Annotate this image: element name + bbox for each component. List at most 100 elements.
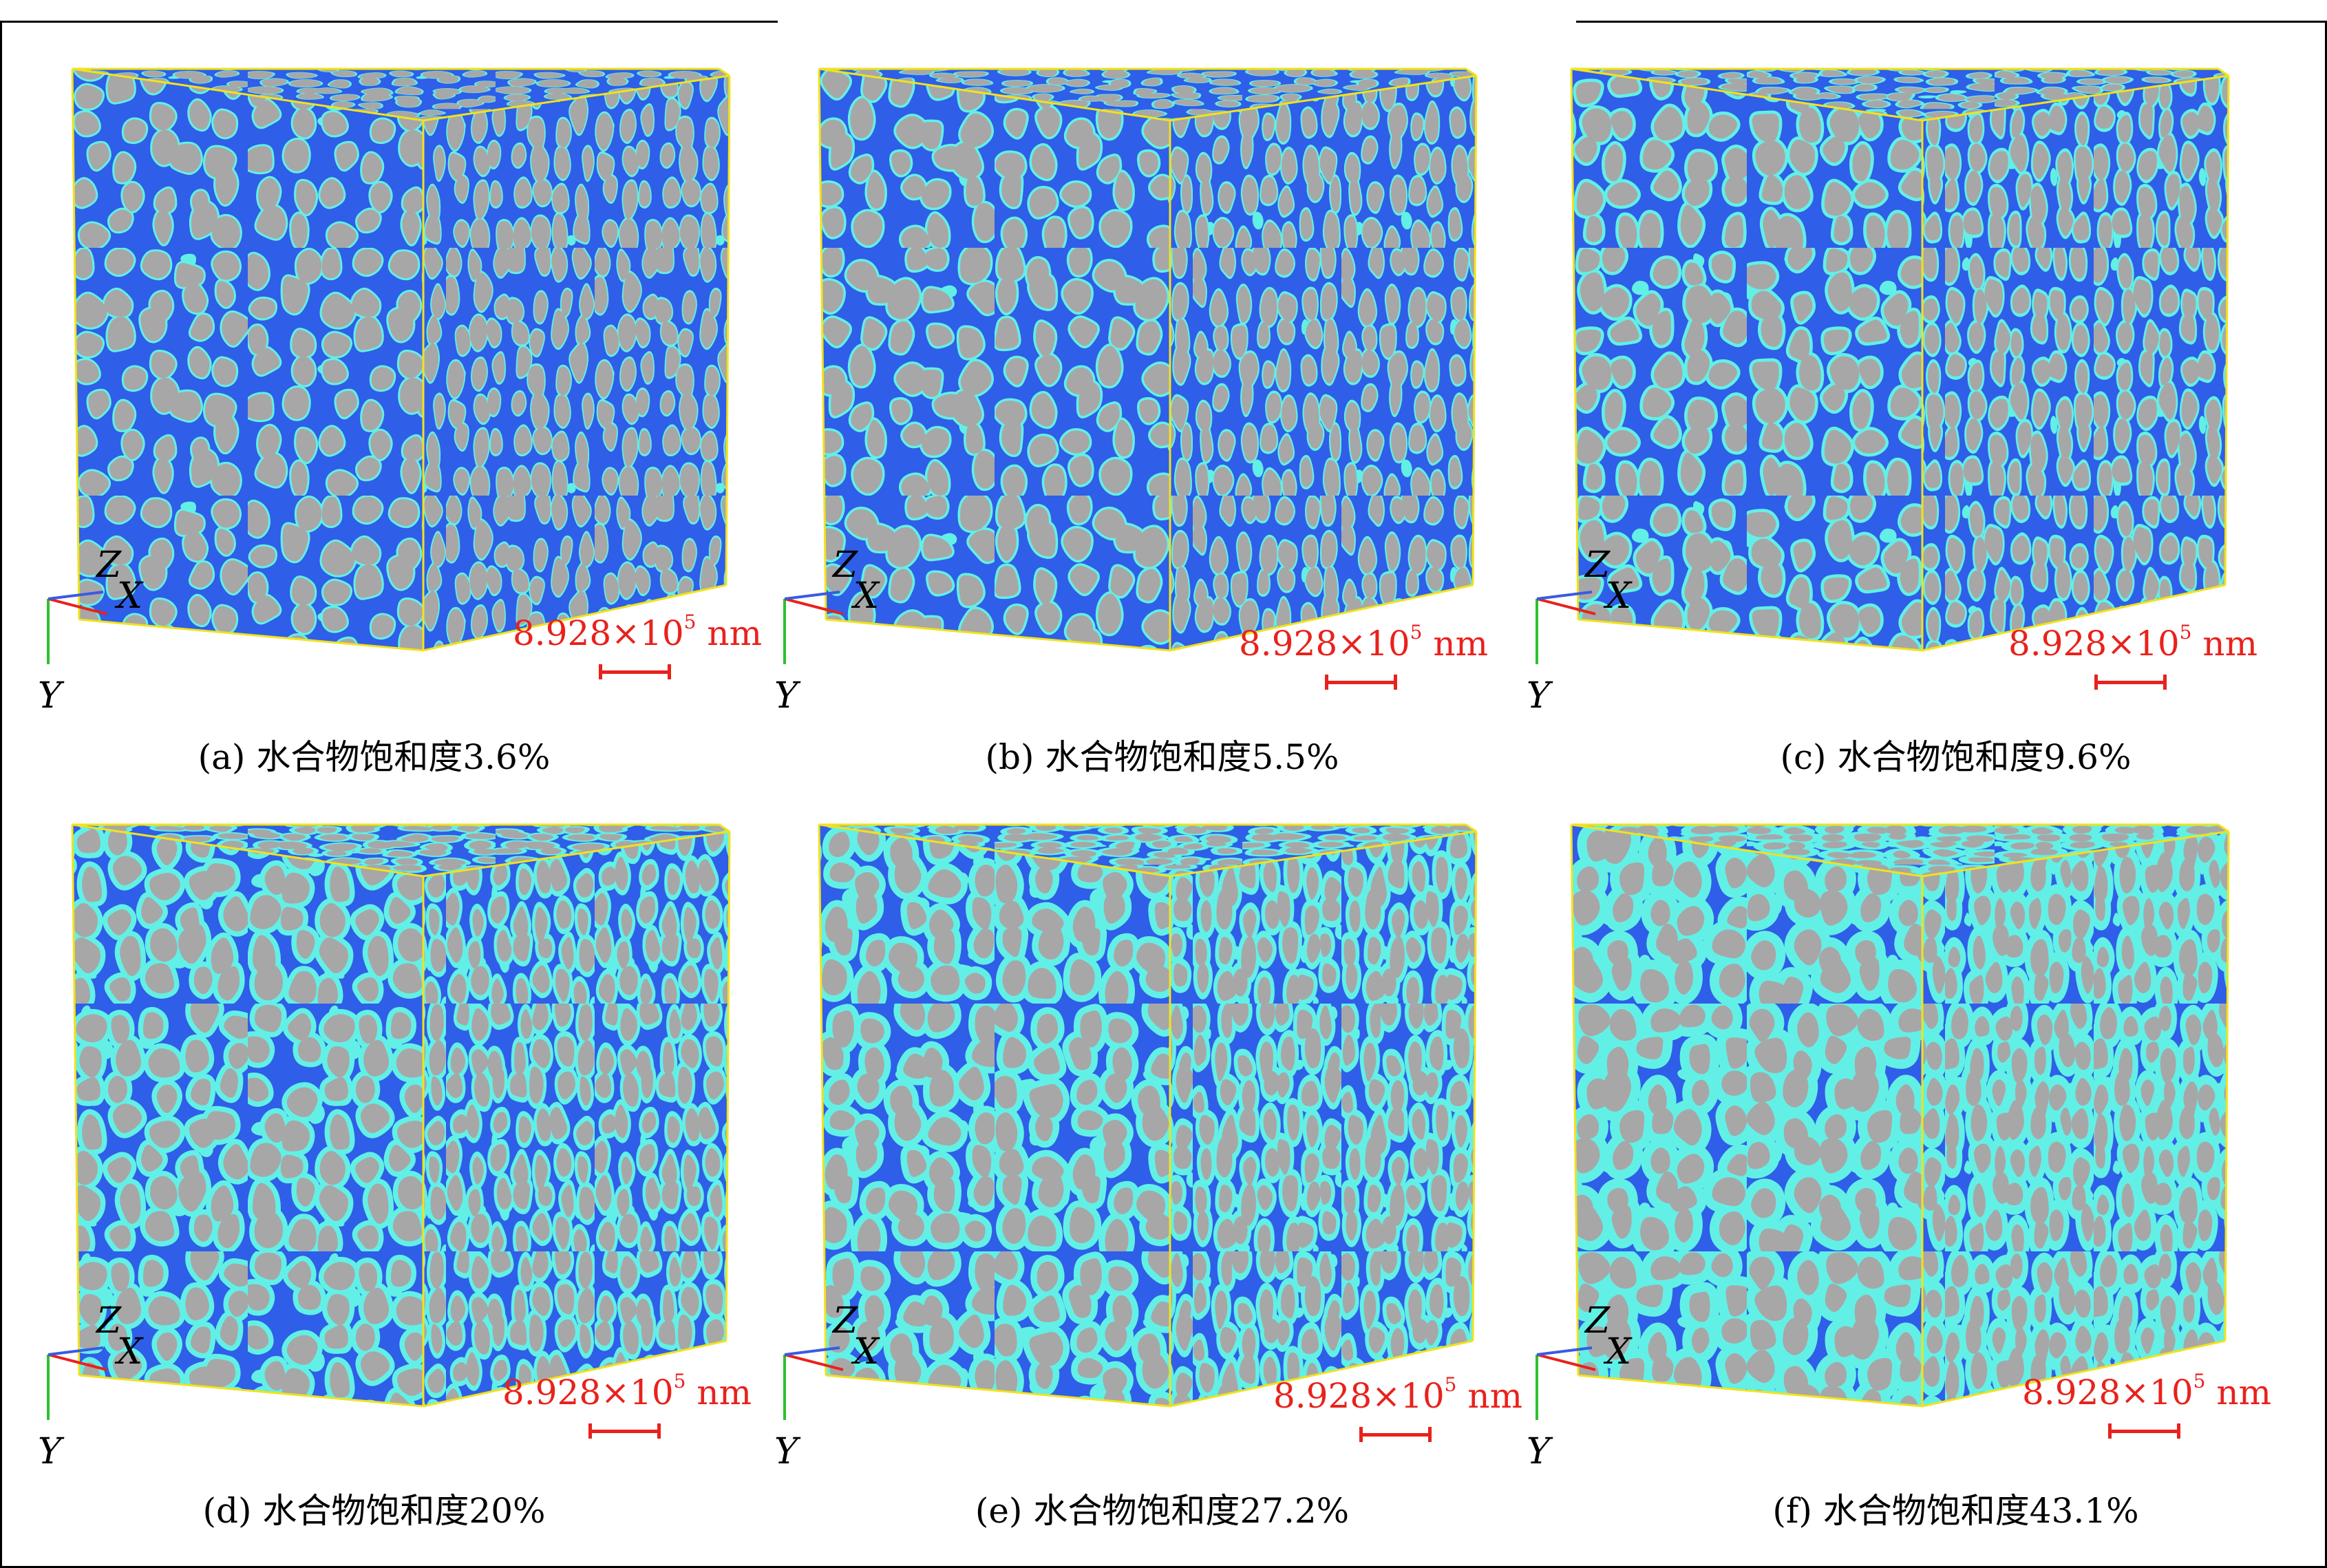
panel-label: (d) — [202, 1491, 252, 1531]
panel-caption: (d) 水合物饱和度20% — [0, 1494, 762, 1528]
scale-bar — [1359, 1427, 1432, 1442]
frame-top-left-line — [0, 21, 778, 23]
cube-right-face — [1922, 76, 2229, 650]
x-axis-line — [1536, 1353, 1596, 1371]
axis-z-label: Z — [833, 544, 858, 586]
axis-y-label: Y — [1527, 675, 1551, 717]
z-axis-line — [47, 1346, 104, 1356]
x-axis-line — [784, 1353, 844, 1371]
axis-z-label: Z — [96, 544, 122, 586]
scale-label: 8.928×105 nm — [1273, 1375, 1523, 1416]
panel-caption-text: 水合物饱和度9.6% — [1837, 737, 2132, 777]
cube-right-face — [1170, 76, 1476, 650]
porous-media-cube — [1570, 823, 2230, 1408]
cube-front-face — [1571, 825, 1922, 1406]
axis-z-label: Z — [833, 1300, 858, 1342]
axis-x-label: X — [117, 575, 143, 617]
axis-z-label: Z — [1585, 544, 1611, 586]
z-axis-line — [784, 1346, 840, 1356]
z-axis-line — [1536, 591, 1593, 600]
porous-media-cube — [1570, 67, 2230, 652]
scale-unit: nm — [2205, 1373, 2272, 1412]
axis-z-label: Z — [1585, 1300, 1611, 1342]
scale-unit: nm — [696, 613, 763, 653]
scale-exponent: 5 — [2179, 621, 2192, 644]
scale-unit: nm — [686, 1373, 752, 1412]
panel-caption: (c) 水合物饱和度9.6% — [1568, 740, 2327, 774]
cube-front-face — [1571, 69, 1922, 650]
cube-right-face — [423, 831, 730, 1406]
axis-triad — [783, 1346, 844, 1420]
scale-mantissa: 8.928×10 — [2022, 1373, 2193, 1412]
panel-caption-text: 水合物饱和度5.5% — [1045, 737, 1339, 777]
x-axis-line — [784, 597, 844, 615]
cube-edges — [818, 823, 1478, 1408]
x-axis-line — [47, 597, 107, 615]
cube-edges — [1570, 67, 2230, 652]
panel-b: Z X Y 8.928×105 nm (b) 水合物饱和度5.5% — [747, 0, 1522, 784]
axis-z-label: Z — [96, 1300, 122, 1342]
scale-mantissa: 8.928×10 — [502, 1373, 674, 1412]
axis-x-label: X — [1606, 575, 1632, 617]
z-axis-line — [784, 591, 840, 600]
axis-y-label: Y — [774, 675, 798, 717]
porous-media-cube — [818, 823, 1478, 1408]
cube-front-face — [72, 825, 423, 1406]
panel-label: (b) — [985, 737, 1034, 777]
axis-x-label: X — [1606, 1331, 1632, 1373]
cube-edges — [818, 67, 1478, 652]
panel-d: Z X Y 8.928×105 nm (d) 水合物饱和度20% — [0, 756, 776, 1540]
scale-unit: nm — [1422, 624, 1489, 664]
scale-bar — [2094, 675, 2167, 690]
panel-caption: (b) 水合物饱和度5.5% — [774, 740, 1550, 774]
axis-triad — [47, 1346, 107, 1420]
scale-exponent: 5 — [1410, 621, 1423, 644]
scale-label: 8.928×105 nm — [1239, 623, 1489, 664]
panel-caption: (a) 水合物饱和度3.6% — [0, 740, 762, 774]
porous-media-cube — [818, 67, 1478, 652]
frame-bottom-line — [0, 1566, 2327, 1568]
panel-caption-text: 水合物饱和度20% — [262, 1491, 546, 1531]
scale-bar — [588, 1423, 661, 1439]
scale-mantissa: 8.928×10 — [2008, 624, 2180, 664]
panel-a: Z X Y 8.928×105 nm (a) 水合物饱和度3.6% — [0, 0, 776, 784]
axis-y-label: Y — [774, 1431, 798, 1472]
panel-label: (a) — [198, 737, 246, 777]
scale-bar — [2108, 1423, 2180, 1439]
scale-exponent: 5 — [673, 1370, 686, 1393]
axis-triad — [1536, 1346, 1596, 1420]
cube-edges — [1570, 823, 2230, 1408]
cube-front-face — [819, 69, 1170, 650]
panel-caption-text: 水合物饱和度43.1% — [1823, 1491, 2139, 1531]
axis-triad — [47, 591, 107, 664]
cube-edges — [71, 823, 731, 1408]
porous-media-cube — [71, 67, 731, 652]
cube-front-face — [819, 825, 1170, 1406]
axis-y-label: Y — [1527, 1431, 1551, 1472]
panel-f: Z X Y 8.928×105 nm (f) 水合物饱和度43.1% — [1499, 756, 2275, 1540]
panel-caption-text: 水合物饱和度27.2% — [1033, 1491, 1350, 1531]
scale-mantissa: 8.928×10 — [513, 613, 684, 653]
x-axis-line — [47, 1353, 107, 1371]
panel-label: (f) — [1772, 1491, 1812, 1531]
z-axis-line — [47, 591, 104, 600]
panel-label: (c) — [1780, 737, 1827, 777]
axis-triad — [783, 591, 844, 664]
porous-media-cube — [71, 823, 731, 1408]
cube-right-face — [1922, 831, 2229, 1406]
axis-x-label: X — [853, 1331, 880, 1373]
scale-label: 8.928×105 nm — [502, 1372, 752, 1412]
cube-front-face — [72, 69, 423, 650]
z-axis-line — [1536, 1346, 1593, 1356]
scale-unit: nm — [1456, 1376, 1523, 1416]
frame-left-line — [0, 21, 2, 1568]
frame-right-line — [2325, 21, 2327, 1568]
panel-caption: (e) 水合物饱和度27.2% — [774, 1494, 1550, 1528]
panel-caption: (f) 水合物饱和度43.1% — [1568, 1494, 2327, 1528]
cube-right-face — [1170, 831, 1476, 1406]
panel-label: (e) — [975, 1491, 1023, 1531]
cube-right-face — [423, 76, 730, 650]
axis-x-label: X — [117, 1331, 143, 1373]
panel-c: Z X Y 8.928×105 nm (c) 水合物饱和度9.6% — [1499, 0, 2275, 784]
